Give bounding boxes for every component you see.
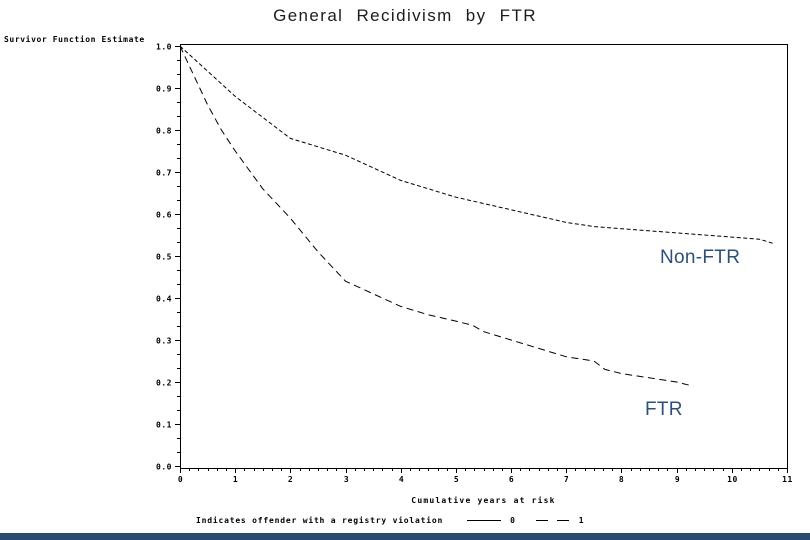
y-tick-label: 0.0 [156,463,172,472]
series-label-ftr: FTR [645,399,683,420]
legend-label-group0: 0 [510,516,516,525]
x-tick-label: 7 [564,475,569,484]
survival-curve-ftr [179,45,694,387]
y-tick-label: 1.0 [156,43,172,52]
survival-plot: 1.0 0.9 0.8 0.7 0.6 0.5 0.4 0.3 0.2 0.1 0.0 0 1 2 3 4 5 6… [156,43,793,484]
footer-bar [0,533,810,540]
series-label-non-ftr: Non-FTR [660,247,741,268]
legend-dashed-line-swatch [535,520,570,521]
x-tick-label: 4 [399,475,404,484]
y-tick-label: 0.1 [156,421,172,430]
y-tick-label: 0.5 [156,253,172,262]
legend-solid-line-swatch [467,520,502,521]
x-tick-label: 3 [344,475,349,484]
y-tick-label: 0.3 [156,337,172,346]
legend-label-group1: 1 [578,516,585,525]
x-tick-label: 2 [288,475,293,484]
x-tick-label: 5 [454,475,459,484]
x-axis-title: Cumulative years at risk [411,496,556,505]
y-tick-label: 0.4 [156,295,172,304]
x-tick-label: 1 [233,475,238,484]
chart-title: General Recidivism by FTR [273,6,537,25]
y-axis-title: Survivor Function Estimate [4,35,145,44]
y-tick-label: 0.6 [156,211,172,220]
y-tick-label: 0.9 [156,85,172,94]
x-tick-label: 10 [727,475,738,484]
y-tick-label: 0.8 [156,127,172,136]
x-tick-label: 8 [619,475,624,484]
x-tick-label: 0 [178,475,183,484]
legend: Indicates offender with a registry viola… [196,516,584,525]
legend-caption: Indicates offender with a registry viola… [196,516,444,525]
y-tick-label: 0.2 [156,379,172,388]
x-tick-label: 6 [509,475,514,484]
survival-curve-non-ftr [179,45,774,244]
x-tick-label: 9 [675,475,680,484]
x-tick-label: 11 [782,475,793,484]
y-tick-label: 0.7 [156,169,172,178]
